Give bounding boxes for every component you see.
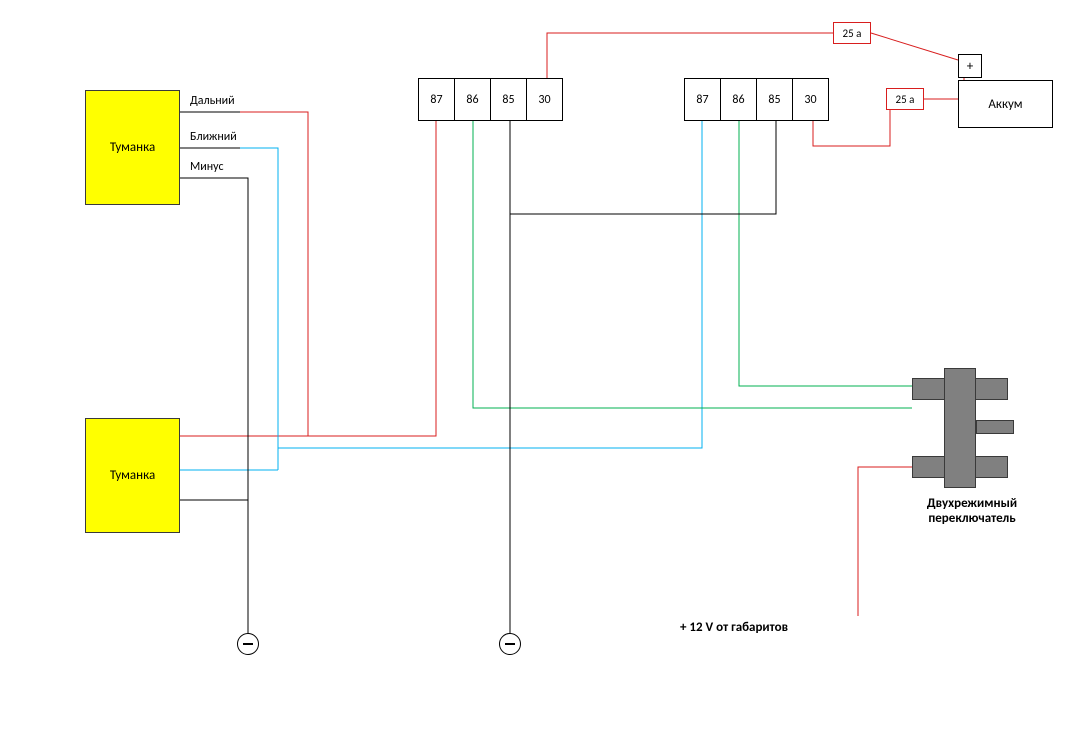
label-12v: + 12 V от габаритов <box>680 620 788 635</box>
switch-body <box>944 368 976 488</box>
battery-box: Аккум <box>958 80 1053 128</box>
relay1-pin-30: 30 <box>526 78 563 121</box>
fuse-1-label: 25 a <box>843 27 862 40</box>
fuse-1: 25 a <box>833 22 871 44</box>
fog-lamp-1: Туманка <box>85 90 180 205</box>
switch-shaft <box>976 420 1014 434</box>
fog-lamp-2: Туманка <box>85 418 180 533</box>
battery-label: Аккум <box>988 97 1022 112</box>
ground-icon-2 <box>499 633 521 655</box>
ground-icon-1 <box>237 633 259 655</box>
fuse-2-label: 25 a <box>896 93 915 106</box>
relay-2: 87868530 <box>684 78 829 121</box>
relay2-pin-86: 86 <box>720 78 757 121</box>
label-negative: Минус <box>190 160 224 174</box>
switch-label: Двухрежимный переключатель <box>892 496 1052 526</box>
fog-lamp-1-label: Туманка <box>110 140 155 155</box>
label-high-beam: Дальний <box>190 94 235 108</box>
relay1-pin-87: 87 <box>418 78 455 121</box>
battery-plus: + <box>958 54 982 78</box>
fuse-2: 25 a <box>886 88 924 110</box>
battery-plus-label: + <box>967 59 973 74</box>
fog-lamp-2-label: Туманка <box>110 468 155 483</box>
relay2-pin-85: 85 <box>756 78 793 121</box>
relay1-pin-85: 85 <box>490 78 527 121</box>
relay-1: 87868530 <box>418 78 563 121</box>
relay1-pin-86: 86 <box>454 78 491 121</box>
relay2-pin-30: 30 <box>792 78 829 121</box>
label-low-beam: Ближний <box>190 130 237 144</box>
relay2-pin-87: 87 <box>684 78 721 121</box>
